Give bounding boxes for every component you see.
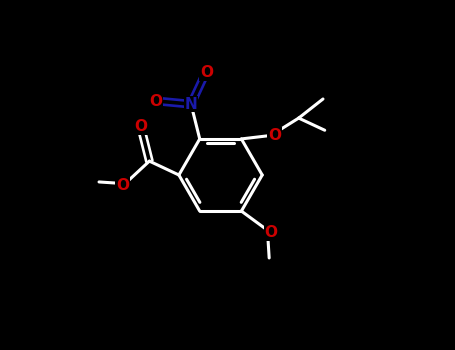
Text: N: N — [185, 97, 197, 112]
Text: O: O — [200, 65, 213, 80]
Text: O: O — [149, 94, 162, 109]
Text: O: O — [134, 119, 147, 134]
Text: O: O — [264, 225, 278, 240]
Text: O: O — [268, 128, 281, 143]
Text: O: O — [116, 178, 129, 193]
